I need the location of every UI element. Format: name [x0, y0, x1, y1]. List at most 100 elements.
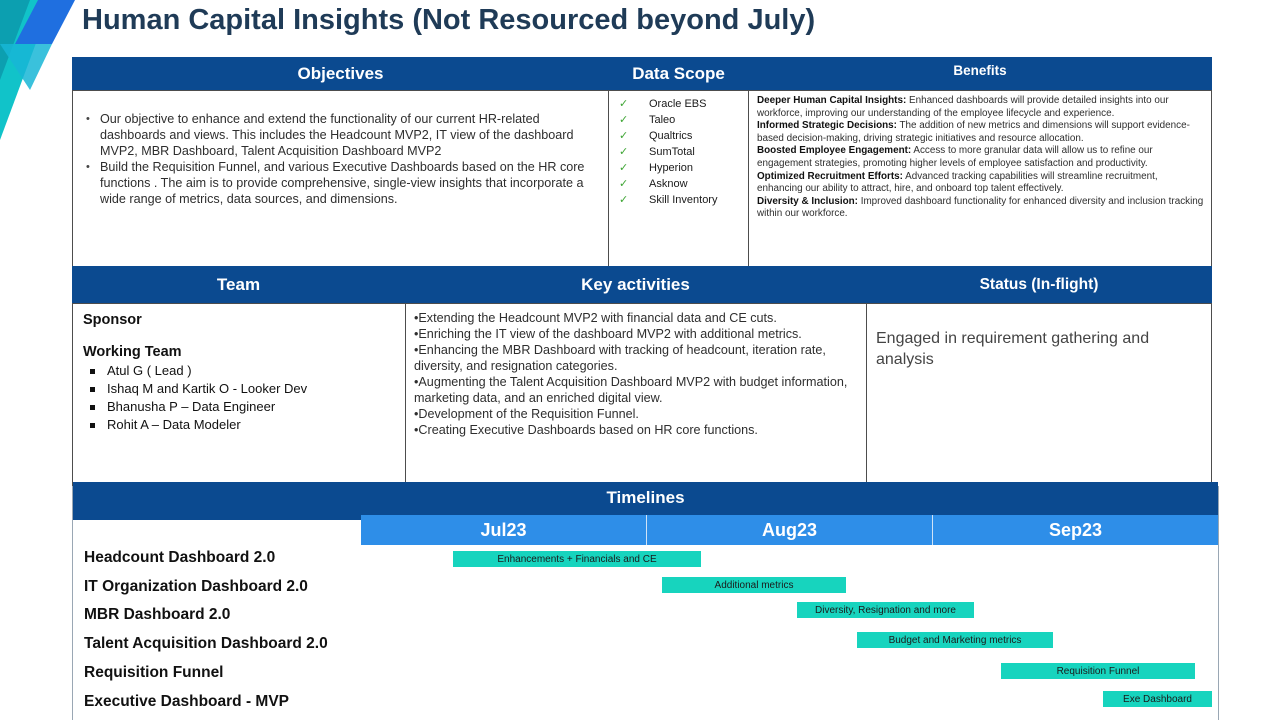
team-member: Ishaq M and Kartik O - Looker Dev [90, 380, 405, 398]
data-scope-item-label: SumTotal [649, 146, 695, 158]
key-activities-list: •Extending the Headcount MVP2 with finan… [406, 304, 866, 438]
benefit-title: Diversity & Inclusion: [757, 195, 858, 207]
data-scope-item-label: Taleo [649, 114, 676, 126]
square-bullet-icon [90, 422, 95, 428]
month-label: Aug23 [761, 519, 817, 540]
corner-decoration [0, 0, 75, 140]
benefits-header-label: Benefits [953, 63, 1007, 78]
team-member: Rohit A – Data Modeler [90, 416, 405, 434]
check-icon: ✓ [619, 98, 629, 110]
month-label: Jul23 [480, 519, 527, 540]
benefits-cell: Deeper Human Capital Insights: Enhanced … [748, 90, 1212, 267]
data-scope-item: ✓ SumTotal [619, 144, 748, 160]
data-scope-item-label: Hyperion [649, 162, 694, 174]
team-cell: Sponsor Working Team Atul G ( Lead ) Ish… [72, 303, 406, 486]
data-scope-item: ✓ Skill Inventory [619, 192, 748, 208]
data-scope-header: Data Scope [609, 57, 748, 90]
objectives-header: Objectives [72, 57, 609, 90]
benefit-title: Informed Strategic Decisions: [757, 120, 897, 132]
timeline-row-label: MBR Dashboard 2.0 [84, 606, 231, 623]
status-header: Status (In-flight) [866, 266, 1212, 303]
data-scope-item-label: Oracle EBS [649, 98, 707, 110]
check-icon: ✓ [619, 194, 629, 206]
check-icon: ✓ [619, 162, 629, 174]
objective-item: Build the Requisition Funnel, and variou… [83, 159, 594, 207]
timeline-row-label: Requisition Funnel [84, 664, 224, 681]
data-scope-item: ✓ Oracle EBS [619, 96, 748, 112]
activity-item: •Enriching the IT view of the dashboard … [414, 327, 802, 341]
check-icon: ✓ [619, 146, 629, 158]
timeline-bar: Diversity, Resignation and more [797, 602, 974, 618]
page-title: Human Capital Insights (Not Resourced be… [82, 4, 816, 36]
objectives-header-label: Objectives [297, 63, 384, 83]
status-text: Engaged in requirement gathering and ana… [876, 330, 1150, 368]
benefit-title: Boosted Employee Engagement: [757, 145, 912, 157]
benefit-item: Deeper Human Capital Insights: Enhanced … [757, 95, 1205, 120]
data-scope-cell: ✓ Oracle EBS ✓ Taleo ✓ Qualtrics ✓ SumTotal … [608, 90, 749, 267]
key-activities-cell: •Extending the Headcount MVP2 with finan… [405, 303, 867, 486]
check-icon: ✓ [619, 114, 629, 126]
check-icon: ✓ [619, 178, 629, 190]
activity-item: •Extending the Headcount MVP2 with finan… [414, 311, 777, 325]
data-scope-item: ✓ Qualtrics [619, 128, 748, 144]
timelines-header: Timelines [73, 482, 1218, 520]
benefits-list: Deeper Human Capital Insights: Enhanced … [749, 91, 1211, 221]
activity-item: •Enhancing the MBR Dashboard with tracki… [414, 343, 826, 373]
team-member-name: Ishaq M and Kartik O - Looker Dev [107, 381, 308, 396]
team-header-label: Team [216, 274, 261, 294]
timelines-header-label: Timelines [606, 488, 685, 507]
key-activities-header: Key activities [405, 266, 866, 303]
benefit-item: Diversity & Inclusion: Improved dashboar… [757, 196, 1205, 221]
month-sep23: Sep23 [933, 515, 1218, 545]
data-scope-item: ✓ Asknow [619, 176, 748, 192]
benefit-item: Informed Strategic Decisions: The additi… [757, 120, 1205, 145]
status-header-label: Status (In-flight) [979, 275, 1099, 293]
square-bullet-icon [90, 404, 95, 410]
team-member: Atul G ( Lead ) [90, 362, 405, 380]
timeline-bar: Budget and Marketing metrics [857, 632, 1053, 648]
timeline-bar: Additional metrics [662, 577, 846, 593]
objectives-cell: Our objective to enhance and extend the … [72, 90, 609, 267]
activity-item: •Development of the Requisition Funnel. [414, 407, 639, 421]
square-bullet-icon [90, 386, 95, 392]
working-team-label: Working Team [83, 344, 182, 360]
data-scope-item-label: Skill Inventory [649, 194, 718, 206]
month-aug23: Aug23 [647, 515, 933, 545]
timeline-row-label: Talent Acquisition Dashboard 2.0 [84, 635, 328, 652]
benefit-text: Advanced tracking capabilities will stre… [757, 170, 1158, 195]
square-bullet-icon [90, 368, 95, 374]
benefit-text: Improved dashboard functionality for enh… [757, 195, 1204, 220]
benefit-item: Boosted Employee Engagement: Access to m… [757, 145, 1205, 170]
benefit-item: Optimized Recruitment Efforts: Advanced … [757, 171, 1205, 196]
team-member: Bhanusha P – Data Engineer [90, 398, 405, 416]
status-cell: Engaged in requirement gathering and ana… [866, 303, 1212, 486]
data-scope-header-label: Data Scope [632, 63, 725, 83]
benefit-title: Optimized Recruitment Efforts: [757, 170, 903, 182]
team-member-name: Rohit A – Data Modeler [107, 417, 241, 432]
timeline-bar: Exe Dashboard [1103, 691, 1212, 707]
key-activities-header-label: Key activities [581, 274, 690, 294]
objectives-list: Our objective to enhance and extend the … [73, 91, 608, 207]
objective-item: Our objective to enhance and extend the … [83, 111, 594, 159]
timeline-row-label: Executive Dashboard - MVP [84, 693, 290, 710]
data-scope-list: ✓ Oracle EBS ✓ Taleo ✓ Qualtrics ✓ SumTotal … [609, 91, 748, 208]
sponsor-label: Sponsor [83, 312, 142, 328]
month-jul23: Jul23 [361, 515, 647, 545]
benefits-header: Benefits [748, 57, 1212, 90]
activity-item: •Creating Executive Dashboards based on … [414, 423, 758, 437]
data-scope-item-label: Qualtrics [649, 130, 693, 142]
benefit-text: Enhanced dashboards will provide detaile… [757, 95, 1169, 119]
benefit-text: The addition of new metrics and dimensio… [757, 120, 1190, 144]
data-scope-item: ✓ Hyperion [619, 160, 748, 176]
team-member-name: Atul G ( Lead ) [107, 363, 192, 378]
benefit-title: Deeper Human Capital Insights: [757, 95, 907, 106]
timeline-row-label: Headcount Dashboard 2.0 [84, 549, 276, 566]
team-member-name: Bhanusha P – Data Engineer [107, 399, 276, 414]
team-members-list: Atul G ( Lead ) Ishaq M and Kartik O - L… [83, 360, 405, 434]
timeline-bar: Requisition Funnel [1001, 663, 1195, 679]
benefit-text: Access to more granular data will allow … [757, 145, 1153, 169]
data-scope-item-label: Asknow [649, 178, 688, 190]
month-label: Sep23 [1048, 519, 1103, 540]
timeline-row-label: IT Organization Dashboard 2.0 [84, 578, 308, 595]
data-scope-item: ✓ Taleo [619, 112, 748, 128]
